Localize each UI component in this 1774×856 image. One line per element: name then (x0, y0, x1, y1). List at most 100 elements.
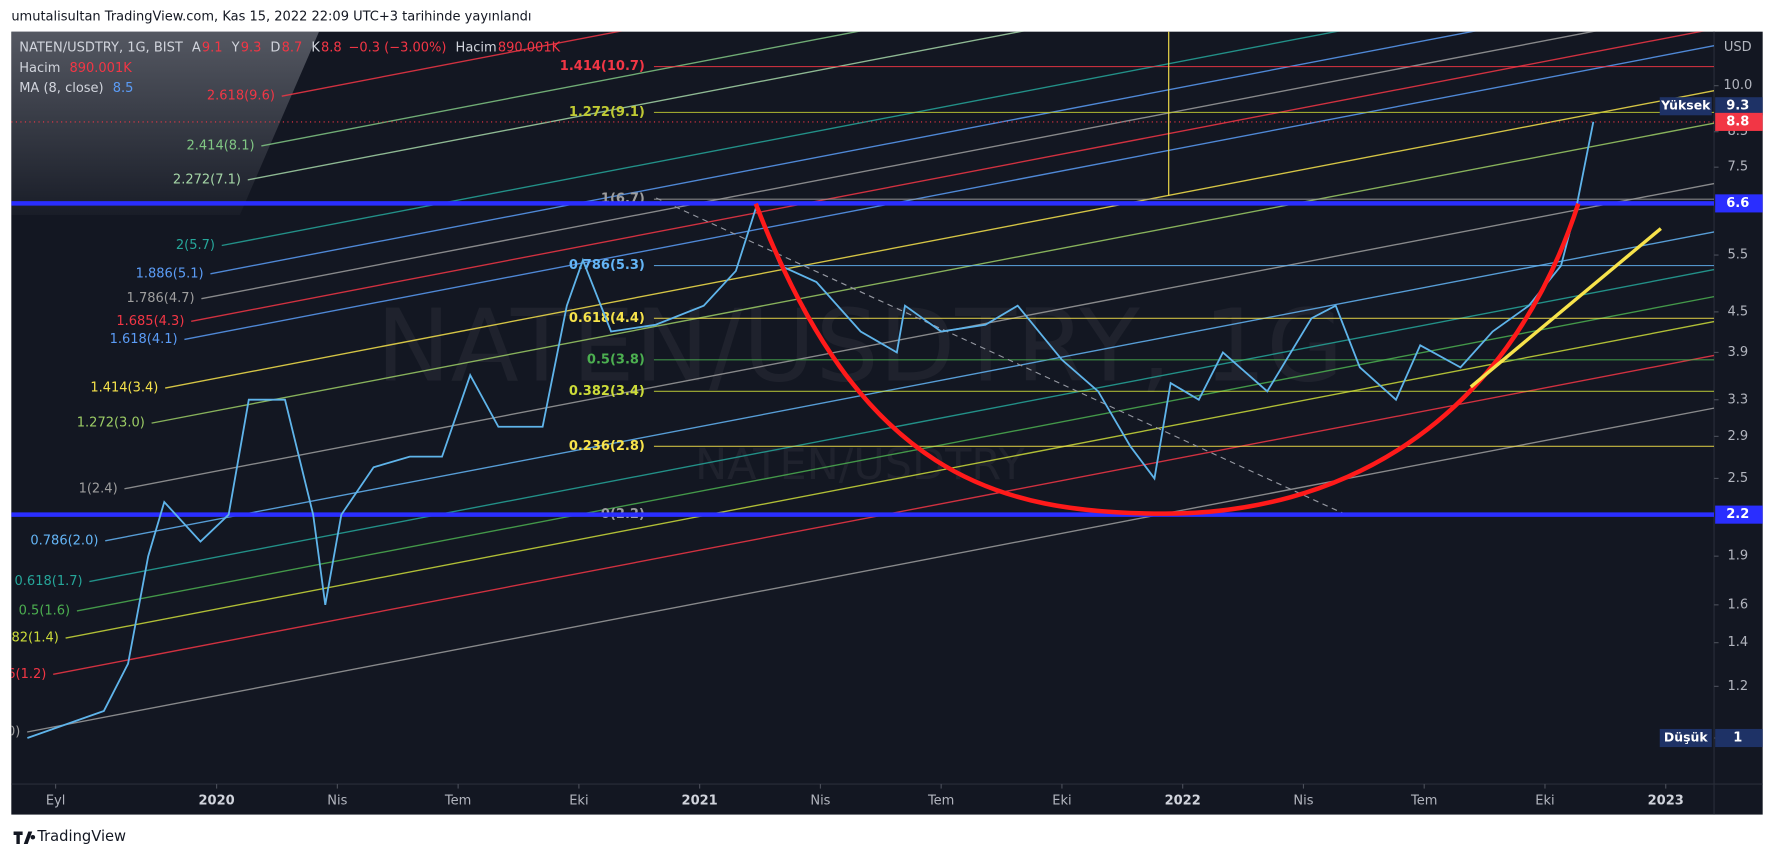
fib-channel-line (89, 268, 1715, 583)
fib-level-label: 0.786(5.3) (569, 258, 645, 273)
indicator-name: MA (8, close) (19, 81, 103, 96)
y-tick-label: 1.9 (1727, 549, 1748, 564)
ohlc-value: 9.3 (241, 40, 262, 55)
y-tick-label: 5.5 (1727, 248, 1748, 263)
fib-channel-line (76, 295, 1715, 612)
price-label-box (1715, 112, 1763, 131)
x-tick-label: 2022 (1165, 794, 1201, 809)
fib-channel-label: 2.272(7.1) (173, 172, 241, 187)
fib-channel-label: 1.414(3.4) (90, 381, 158, 396)
fib-channel-line (105, 231, 1715, 542)
x-tick-label: 2021 (682, 794, 718, 809)
legend-line: MA (8, close) 8.5 (19, 81, 133, 96)
fib-channel-line (151, 122, 1715, 424)
y-tick-label: 2.9 (1727, 429, 1748, 444)
ohlc-key: D (270, 40, 280, 55)
y-tick-label: 1.2 (1727, 679, 1748, 694)
trend-line (1469, 227, 1662, 389)
watermark: NATEN/USDTRY, 1G (376, 289, 1343, 404)
fib-channel-line (165, 90, 1715, 389)
x-tick-label: 2023 (1648, 794, 1684, 809)
fib-channel-line (247, 31, 1024, 181)
fib-channel-line (65, 320, 1715, 639)
header: umutalisultan TradingView.com, Kas 15, 2… (11, 9, 531, 24)
y-tick-label: 3.9 (1727, 345, 1748, 360)
fib-channel-line (27, 407, 1715, 733)
fib-channel-label: 0.5(1.6) (19, 603, 71, 618)
fib-channel-label: 2(5.7) (176, 238, 215, 253)
indicator-value: 890.001K (69, 60, 132, 75)
fib-channel-label: 1.272(3.0) (77, 416, 145, 431)
ohlc-key: A (192, 40, 201, 55)
y-tick-label: 3.3 (1727, 392, 1748, 407)
fib-channel-line (124, 182, 1715, 490)
x-tick-label: Eki (1052, 794, 1071, 809)
indicator-value: 8.5 (113, 81, 134, 96)
ohlc-key: K (311, 40, 320, 55)
x-tick-label: Eki (1535, 794, 1554, 809)
price-line-series (27, 121, 1595, 739)
fib-level-label: 0.382(3.4) (569, 384, 645, 399)
x-tick-label: 2020 (199, 794, 235, 809)
change: −0.3 (−3.00%) (348, 40, 446, 55)
x-tick-label: Tem (444, 794, 471, 809)
fib-level-label: 0.236(2.8) (569, 439, 645, 454)
fib-channel-line (281, 31, 622, 97)
symbol: NATEN/USDTRY, 1G, BIST (19, 40, 183, 55)
ohlc-value: 8.8 (321, 40, 342, 55)
channel-fill (11, 31, 320, 215)
currency: USD (1724, 40, 1752, 55)
fib-channel-label: 1.886(5.1) (136, 266, 204, 281)
price-label-name: Düşük (1664, 730, 1708, 745)
fib-channel-label: 6(1.2) (7, 667, 46, 682)
x-tick-label: Eyl (46, 794, 66, 809)
fib-channel-label: 382(1.4) (3, 631, 59, 646)
footer: TradingView (36, 828, 126, 845)
legend-line: NATEN/USDTRY, 1G, BIST A9.1 Y9.3 D8.7 K8.8 −0… (19, 40, 560, 55)
y-tick-label: 10.0 (1723, 78, 1752, 93)
indicator-name: Hacim (19, 60, 60, 75)
x-tick-label: Tem (1410, 794, 1437, 809)
fib-channel-label: 0.786(2.0) (30, 533, 98, 548)
x-tick-label: Nis (327, 794, 347, 809)
fib-channel-line (201, 31, 1596, 300)
fib-channel-line (221, 31, 1340, 247)
fib-channel-line (191, 31, 1704, 322)
footer-logo (13, 831, 36, 845)
plot-area: NATEN/USDTRY, 1GNATEN/USDTRY2.618(9.6)2.… (3, 31, 1715, 740)
fib-channel-label: 0.618(1.7) (15, 574, 83, 589)
price-label-box (1715, 505, 1763, 524)
price-label-box (1715, 97, 1763, 116)
fib-channel-label: 1.685(4.3) (116, 314, 184, 329)
price-label: 2.2 (1726, 507, 1749, 522)
price-label: 8.8 (1726, 114, 1749, 129)
ohlc-key: Y (231, 40, 240, 55)
ohlc-value: 9.1 (202, 40, 223, 55)
fib-channel-label: 0) (7, 725, 20, 740)
legend-line: Hacim 890.001K (19, 60, 132, 75)
y-tick-label: 1.6 (1727, 597, 1748, 612)
y-tick-label: 1.4 (1727, 635, 1748, 650)
x-tick-label: Nis (1293, 794, 1313, 809)
price-label: 9.3 (1726, 99, 1749, 114)
price-label-name-box (1659, 728, 1712, 748)
x-tick-label: Eki (569, 794, 588, 809)
y-tick-label: 4.5 (1727, 304, 1748, 319)
y-tick-label: 2.5 (1727, 471, 1748, 486)
price-label-name: Yüksek (1660, 98, 1711, 113)
x-tick-label: Tem (927, 794, 954, 809)
volume-value: 890.001K (498, 40, 561, 55)
price-label-box (1715, 728, 1763, 748)
fib-channel-label: 1(2.4) (79, 481, 118, 496)
price-label: 6.6 (1726, 196, 1749, 211)
trend-dashed (655, 197, 1347, 516)
fib-channel-line (261, 31, 861, 147)
x-tick-label: Nis (810, 794, 830, 809)
ohlc-value: 8.7 (282, 40, 303, 55)
y-tick-label: 7.5 (1727, 160, 1748, 175)
price-label-box (1715, 194, 1763, 213)
fib-level-label: 0.5(3.8) (587, 352, 645, 367)
